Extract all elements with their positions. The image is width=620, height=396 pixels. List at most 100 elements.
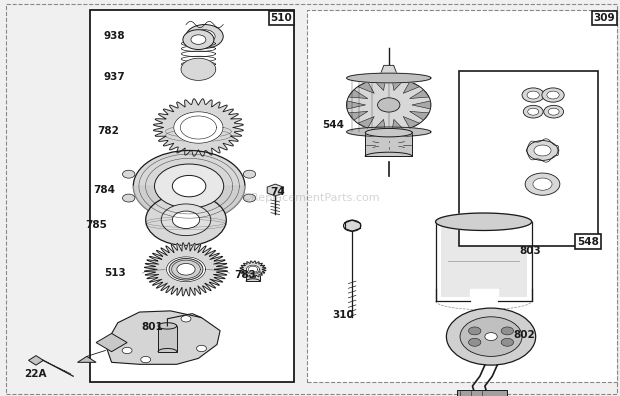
Text: 803: 803 — [519, 246, 541, 257]
Polygon shape — [410, 111, 429, 120]
Circle shape — [177, 263, 195, 275]
Polygon shape — [29, 356, 43, 365]
Circle shape — [527, 91, 539, 99]
Bar — [365, 133, 412, 156]
Circle shape — [133, 150, 245, 222]
Polygon shape — [392, 119, 404, 132]
Bar — [440, 222, 527, 297]
Text: 802: 802 — [513, 329, 535, 340]
Polygon shape — [133, 186, 245, 222]
Polygon shape — [358, 82, 374, 93]
Polygon shape — [154, 99, 243, 156]
Circle shape — [141, 356, 151, 363]
Circle shape — [191, 35, 206, 44]
Circle shape — [525, 173, 560, 195]
Text: 22A: 22A — [24, 369, 46, 379]
Polygon shape — [347, 101, 366, 109]
Polygon shape — [348, 90, 368, 99]
Polygon shape — [240, 261, 266, 278]
Polygon shape — [267, 184, 283, 196]
Polygon shape — [78, 356, 96, 362]
Circle shape — [243, 194, 255, 202]
Polygon shape — [105, 311, 220, 364]
Text: 544: 544 — [322, 120, 345, 130]
Circle shape — [181, 316, 191, 322]
Polygon shape — [348, 111, 368, 120]
Circle shape — [122, 347, 132, 354]
Text: 785: 785 — [85, 220, 107, 230]
Polygon shape — [347, 127, 431, 137]
Polygon shape — [158, 323, 177, 329]
Polygon shape — [373, 78, 386, 91]
Bar — [457, 390, 507, 396]
Text: 513: 513 — [104, 268, 126, 278]
Circle shape — [469, 327, 481, 335]
Circle shape — [522, 88, 544, 102]
Circle shape — [186, 25, 223, 48]
Polygon shape — [358, 116, 374, 128]
Text: 510: 510 — [270, 13, 293, 23]
Polygon shape — [365, 128, 412, 137]
Text: 782: 782 — [97, 126, 120, 136]
Circle shape — [181, 58, 216, 80]
Circle shape — [527, 141, 558, 160]
Bar — [246, 271, 260, 281]
Circle shape — [534, 145, 551, 156]
Circle shape — [446, 308, 536, 365]
Circle shape — [169, 259, 203, 280]
Circle shape — [544, 105, 564, 118]
Circle shape — [501, 338, 513, 346]
Polygon shape — [174, 112, 223, 143]
Polygon shape — [247, 265, 259, 273]
Circle shape — [533, 178, 552, 190]
Text: 74: 74 — [270, 187, 285, 197]
Polygon shape — [373, 119, 386, 132]
Circle shape — [172, 175, 206, 197]
Bar — [158, 326, 177, 352]
Circle shape — [548, 108, 559, 115]
Circle shape — [542, 88, 564, 102]
Circle shape — [528, 108, 539, 115]
Circle shape — [343, 220, 361, 231]
Circle shape — [194, 30, 215, 43]
Text: 548: 548 — [577, 236, 599, 247]
Circle shape — [183, 30, 214, 50]
Circle shape — [243, 170, 255, 178]
Polygon shape — [410, 90, 429, 99]
Text: ©ReplacementParts.com: ©ReplacementParts.com — [240, 193, 380, 203]
Polygon shape — [380, 65, 397, 75]
Polygon shape — [182, 67, 216, 72]
Bar — [307, 10, 617, 382]
Circle shape — [146, 194, 226, 246]
Polygon shape — [167, 257, 206, 282]
Circle shape — [501, 327, 513, 335]
Polygon shape — [392, 78, 404, 91]
Circle shape — [469, 338, 481, 346]
Text: 801: 801 — [141, 322, 163, 332]
Polygon shape — [436, 213, 531, 230]
Circle shape — [123, 194, 135, 202]
Polygon shape — [412, 101, 430, 109]
Circle shape — [547, 91, 559, 99]
Polygon shape — [403, 82, 420, 93]
Polygon shape — [246, 269, 260, 274]
Circle shape — [347, 78, 431, 132]
Polygon shape — [347, 73, 431, 83]
Circle shape — [523, 105, 543, 118]
Circle shape — [460, 317, 522, 356]
Bar — [90, 10, 294, 382]
Polygon shape — [403, 116, 420, 128]
Text: 783: 783 — [234, 270, 256, 280]
Circle shape — [154, 164, 224, 208]
Circle shape — [485, 333, 497, 341]
Text: 784: 784 — [93, 185, 115, 195]
Circle shape — [378, 98, 400, 112]
Text: 309: 309 — [594, 13, 615, 23]
Polygon shape — [144, 243, 228, 296]
Text: 938: 938 — [104, 30, 125, 41]
Circle shape — [172, 211, 200, 228]
Bar — [459, 71, 598, 246]
Polygon shape — [470, 289, 497, 303]
Text: 310: 310 — [332, 310, 354, 320]
Circle shape — [123, 170, 135, 178]
